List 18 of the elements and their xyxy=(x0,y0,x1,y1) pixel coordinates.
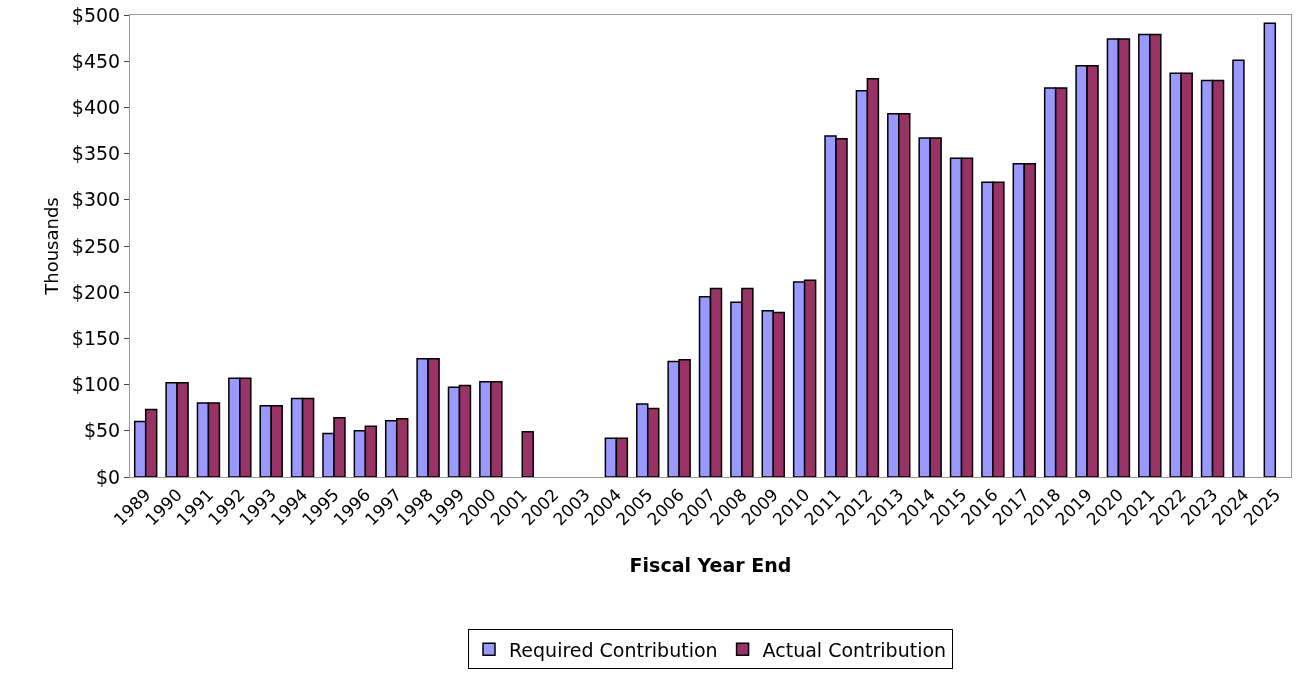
y-tick-label: $50 xyxy=(83,419,121,442)
y-tick-label: $0 xyxy=(96,465,121,488)
legend-label: Required Contribution xyxy=(509,638,718,661)
legend-label: Actual Contribution xyxy=(762,638,947,661)
y-tick-label: $450 xyxy=(71,49,121,72)
y-tick-label: $400 xyxy=(71,96,121,119)
y-tick-label: $250 xyxy=(71,234,121,257)
bar xyxy=(521,430,534,477)
y-tick-label: $300 xyxy=(71,188,121,211)
y-tick-label: $150 xyxy=(71,327,121,350)
y-tick-label: $200 xyxy=(71,280,121,303)
x-axis-title: Fiscal Year End xyxy=(629,554,792,577)
y-axis-title: Thousands xyxy=(41,197,63,296)
bar xyxy=(1263,22,1277,477)
y-tick-label: $100 xyxy=(71,373,121,396)
y-tick-label: $350 xyxy=(71,142,121,165)
y-tick-label: $500 xyxy=(71,3,121,26)
bar xyxy=(1232,59,1245,477)
